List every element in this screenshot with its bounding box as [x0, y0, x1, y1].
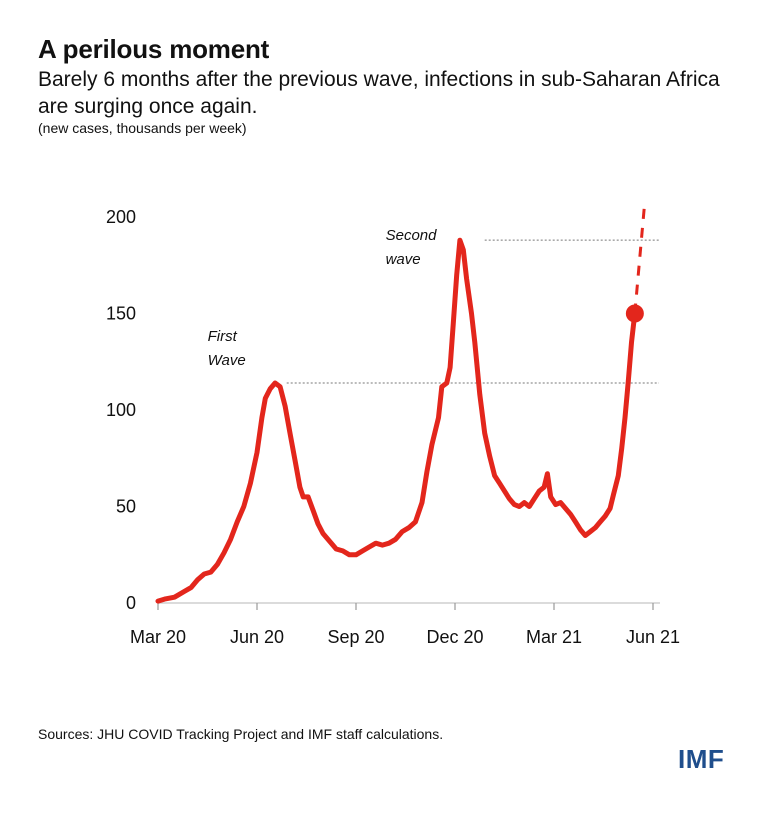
- x-tick-label: Mar 20: [130, 627, 186, 647]
- series-layer: [155, 201, 647, 604]
- latest-point-marker: [625, 304, 644, 323]
- x-tick-label: Dec 20: [426, 627, 483, 647]
- reference-lines: [286, 239, 659, 384]
- annotation-label: Second: [386, 227, 438, 244]
- annotations: First Wave Second wave: [208, 227, 438, 369]
- source-note: Sources: JHU COVID Tracking Project and …: [38, 726, 444, 742]
- axes: 0 50 100 150 200 Mar 20 Jun 20 Sep 20 Dec 20 Mar …: [106, 207, 680, 647]
- y-tick-label: 0: [126, 593, 136, 613]
- y-tick-label: 150: [106, 304, 136, 324]
- y-tick-label: 200: [106, 207, 136, 227]
- imf-logo: IMF: [678, 744, 725, 774]
- x-tick-label: Jun 20: [230, 627, 284, 647]
- cases-line: [155, 237, 638, 604]
- chart-subtitle: Barely 6 months after the previous wave,…: [38, 68, 720, 118]
- chart-title: A perilous moment: [38, 34, 270, 64]
- annotation-label: wave: [386, 251, 421, 268]
- x-tick-label: Sep 20: [327, 627, 384, 647]
- y-tick-label: 50: [116, 497, 136, 517]
- annotation-label: Wave: [208, 352, 246, 369]
- projection-line: [633, 201, 647, 314]
- y-tick-label: 100: [106, 400, 136, 420]
- annotation-label: First: [208, 328, 238, 345]
- x-tick-label: Mar 21: [526, 627, 582, 647]
- chart-units: (new cases, thousands per week): [38, 120, 247, 136]
- x-tick-label: Jun 21: [626, 627, 680, 647]
